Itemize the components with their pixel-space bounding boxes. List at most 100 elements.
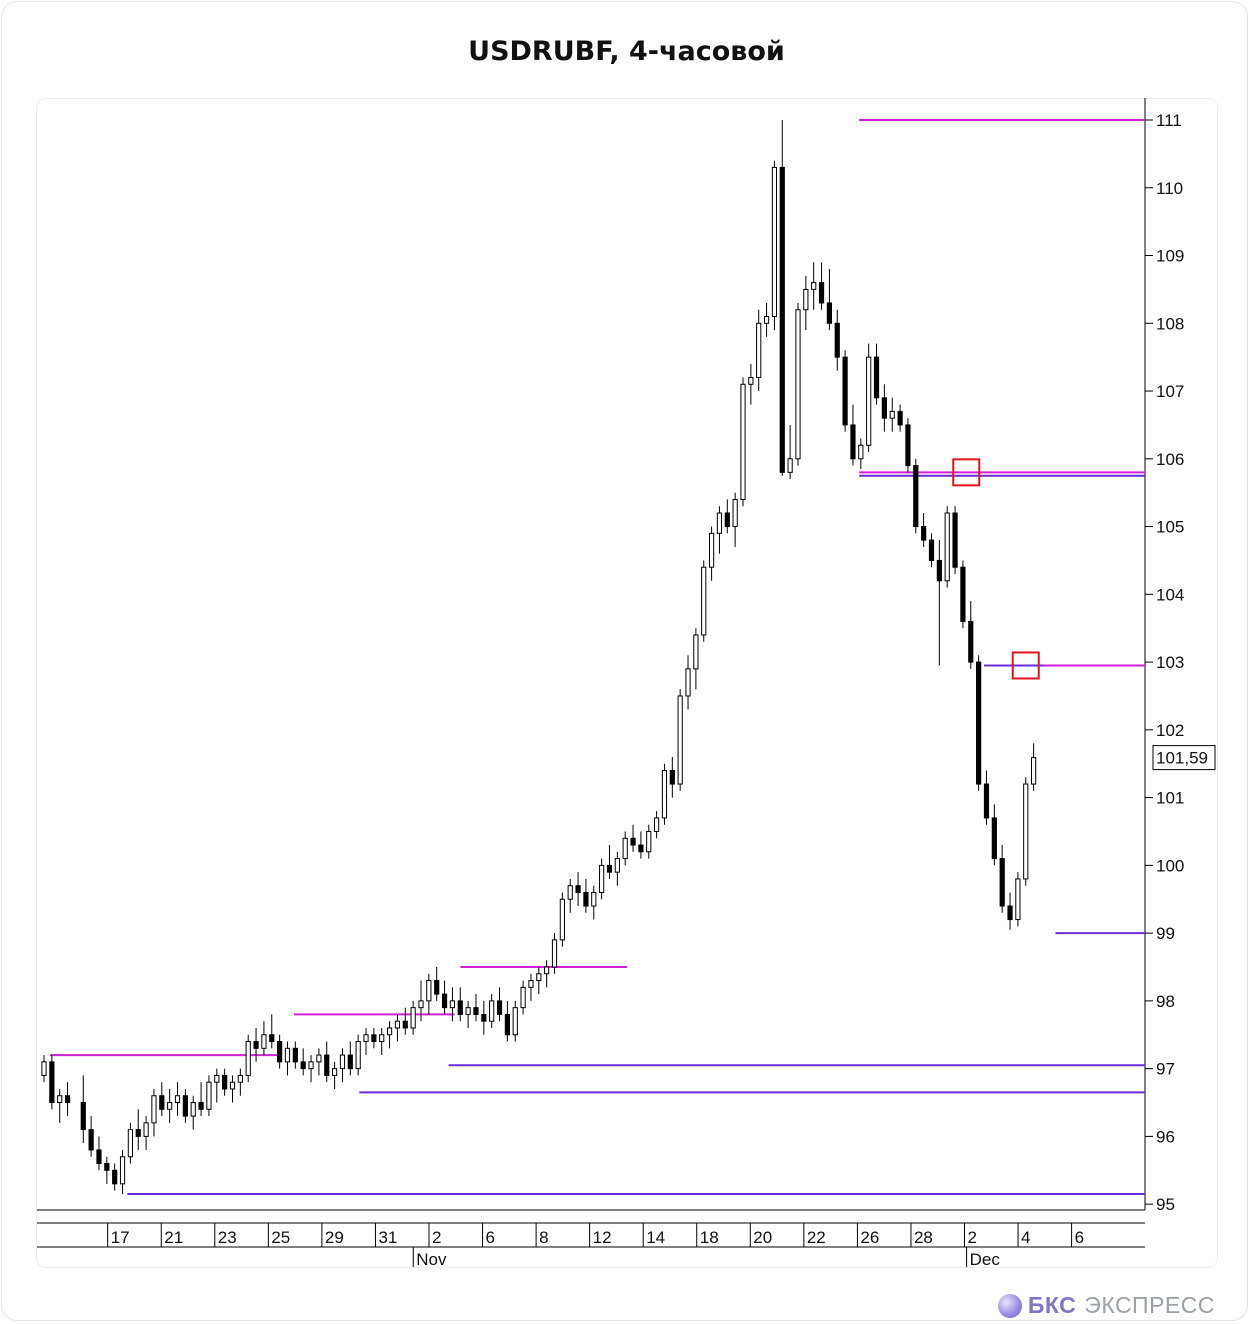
bearish-candle [481, 1013, 487, 1022]
bullish-candle [119, 1156, 126, 1185]
bullish-candle [489, 1000, 495, 1022]
bearish-candle [834, 322, 840, 358]
bearish-candle [292, 1047, 298, 1063]
bullish-candle [449, 1000, 456, 1009]
y-tick-label: 103 [1156, 653, 1184, 672]
bullish-candle [261, 1034, 267, 1049]
bearish-candle [606, 864, 613, 873]
bullish-candle [866, 356, 872, 446]
bullish-candle [889, 410, 895, 419]
date-tick-label: 17 [111, 1228, 130, 1247]
bearish-candle [457, 1000, 463, 1015]
bullish-candle [379, 1034, 385, 1043]
bearish-candle [347, 1054, 353, 1070]
y-tick-label: 110 [1156, 179, 1183, 198]
bullish-candle [559, 898, 565, 941]
bearish-candle [999, 858, 1005, 907]
bearish-candle [434, 980, 440, 995]
bearish-candle [724, 512, 730, 528]
bearish-candle [49, 1061, 55, 1104]
chart-title: USDRUBF, 4-часовой [468, 36, 785, 67]
bearish-candle [253, 1041, 259, 1049]
bullish-candle [551, 939, 558, 968]
highlight-box [952, 458, 981, 487]
bullish-candle [677, 695, 683, 785]
bearish-candle [64, 1095, 71, 1104]
bearish-candle [818, 282, 825, 304]
bullish-candle [740, 383, 746, 500]
bullish-candle [528, 980, 534, 988]
bullish-candle [355, 1041, 361, 1070]
y-tick-label: 105 [1156, 518, 1184, 537]
bullish-candle [316, 1054, 322, 1063]
bearish-candle [277, 1041, 283, 1063]
bullish-candle [394, 1020, 401, 1029]
bullish-candle [1023, 783, 1029, 880]
bullish-candle [143, 1122, 149, 1137]
date-tick-label: 8 [539, 1228, 548, 1247]
bearish-candle [936, 559, 942, 582]
y-tick-label: 101 [1156, 789, 1184, 808]
y-tick-label: 106 [1156, 450, 1184, 469]
bearish-candle [968, 620, 974, 663]
bullish-candle [701, 566, 707, 636]
date-tick-label: 26 [860, 1228, 879, 1247]
bullish-candle [1031, 757, 1037, 785]
bearish-candle [842, 356, 848, 426]
bearish-candle [779, 166, 785, 473]
y-tick-label: 104 [1156, 585, 1184, 604]
bullish-candle [654, 817, 660, 832]
bullish-candle [811, 282, 817, 290]
bearish-candle [630, 837, 636, 846]
bullish-candle [756, 322, 762, 378]
bearish-candle [575, 885, 581, 893]
bullish-candle [426, 980, 432, 1002]
bullish-candle [795, 309, 801, 460]
bullish-candle [214, 1074, 220, 1083]
bullish-candle [622, 837, 628, 860]
bullish-candle [339, 1054, 346, 1070]
bearish-candle [441, 993, 448, 1009]
bearish-candle [850, 424, 856, 460]
date-tick-label: 20 [753, 1228, 772, 1247]
bearish-candle [496, 1000, 503, 1015]
bearish-candle [371, 1034, 377, 1043]
bullish-candle [614, 858, 620, 873]
bullish-candle [591, 891, 597, 907]
bearish-candle [402, 1020, 408, 1029]
bullish-candle [512, 1007, 518, 1036]
date-tick-label: 14 [646, 1228, 665, 1247]
bullish-candle [693, 634, 699, 670]
bearish-candle [198, 1102, 204, 1110]
bearish-candle [960, 566, 966, 622]
y-tick-label: 96 [1156, 1127, 1175, 1146]
bullish-candle [771, 166, 778, 318]
bullish-candle [944, 512, 950, 582]
date-tick-label: 6 [1075, 1228, 1084, 1247]
bullish-candle [465, 1007, 471, 1015]
bearish-candle [300, 1061, 306, 1070]
y-tick-label: 100 [1156, 856, 1184, 875]
brand-suffix: ЭКСПРЕСС [1084, 1292, 1215, 1318]
date-tick-label: 2 [968, 1228, 977, 1247]
bullish-candle [418, 1000, 424, 1009]
bearish-candle [873, 356, 880, 399]
bearish-candle [80, 1102, 86, 1131]
bearish-candle [669, 769, 675, 785]
date-tick-label: 12 [593, 1228, 612, 1247]
bullish-candle [237, 1074, 243, 1083]
bearish-candle [897, 410, 903, 426]
bearish-candle [473, 1007, 479, 1015]
y-tick-label: 95 [1156, 1195, 1175, 1214]
date-tick-label: 25 [271, 1228, 290, 1247]
bearish-candle [976, 661, 982, 785]
month-tick-label: Nov [416, 1250, 447, 1269]
bullish-candle [567, 885, 573, 900]
bearish-candle [182, 1095, 188, 1117]
bearish-candle [638, 844, 644, 853]
y-tick-label: 98 [1156, 992, 1175, 1011]
bearish-candle [928, 539, 935, 561]
date-tick-label: 4 [1021, 1228, 1030, 1247]
